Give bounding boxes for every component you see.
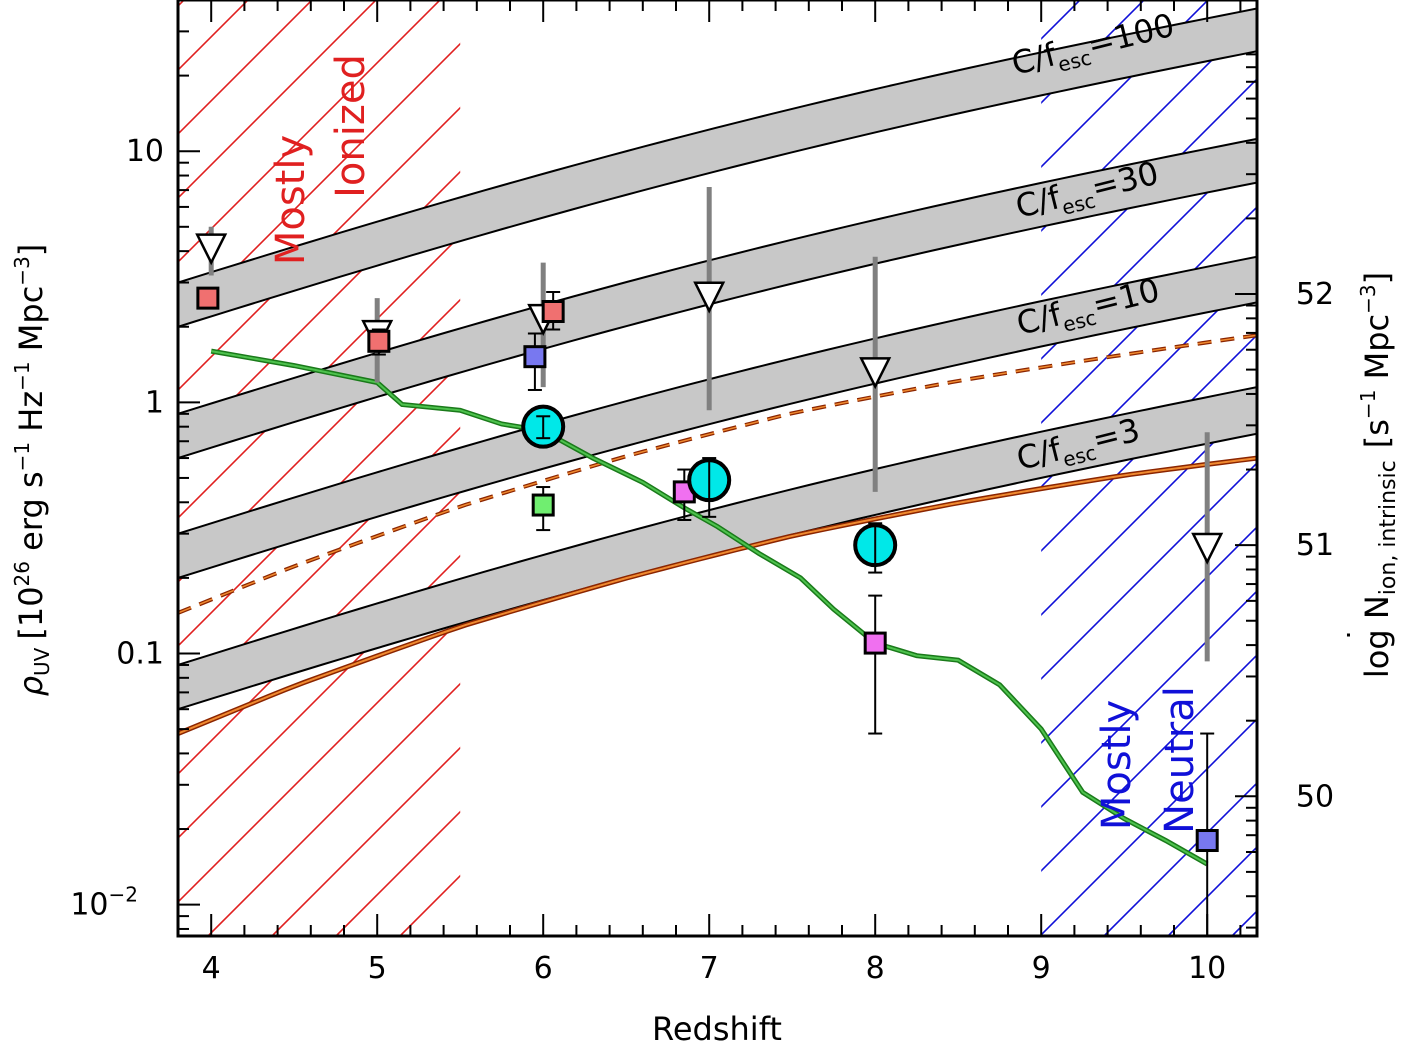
- square-point-0: [196, 286, 220, 310]
- hatch-line: [1041, 717, 1257, 936]
- orange-solid-line: [178, 457, 1257, 735]
- x-tick-label: 10: [1188, 951, 1226, 986]
- hatch-line: [178, 554, 461, 840]
- x-tick-label: 4: [202, 951, 221, 986]
- upper-limit-triangle-5: [1191, 532, 1224, 565]
- square-point-7: [1195, 829, 1219, 853]
- hatch-line: [1167, 845, 1257, 936]
- y-right-tick-label: 50: [1296, 779, 1334, 814]
- hatch-line: [178, 170, 461, 456]
- square-point-1: [367, 329, 391, 353]
- hatch-line: [1041, 269, 1257, 488]
- y-tick-label: 10−2: [70, 883, 138, 923]
- plot-frame: [176, 0, 1259, 938]
- square-point-2: [541, 299, 565, 323]
- upper-limit-triangle-3: [693, 281, 726, 314]
- hatch-line: [178, 362, 461, 648]
- band-upper-10: [178, 255, 1257, 535]
- band-lower-10: [178, 301, 1257, 579]
- y-axis-title-right: log Nion, intrinsic[s−1 Mpc−3]: [1356, 272, 1401, 678]
- hatch-line: [178, 0, 314, 136]
- neutral-label-1: Mostly: [1094, 700, 1140, 830]
- square-point-4: [531, 493, 555, 517]
- y-tick-label: 0.1: [116, 636, 164, 671]
- hatch-line: [1041, 0, 1146, 104]
- band-fill-3: [178, 387, 1257, 710]
- hatch-line: [1041, 0, 1082, 40]
- n-dot-accent: ˙: [1343, 628, 1378, 643]
- y-right-tick-label: 52: [1296, 277, 1334, 312]
- square-point-6: [863, 631, 887, 655]
- band-upper-3: [178, 386, 1257, 666]
- hatch-line: [178, 618, 461, 904]
- y-tick-label: 1: [145, 385, 164, 420]
- ionized-label-2: Ionized: [328, 54, 374, 198]
- x-tick-label: 9: [1032, 951, 1051, 986]
- hatch-line: [1041, 205, 1257, 424]
- hatch-line: [178, 490, 461, 776]
- ionized-label-1: Mostly: [268, 135, 314, 265]
- green-line: [211, 350, 1208, 865]
- x-tick-label: 5: [368, 951, 387, 986]
- x-axis-title: Redshift: [652, 1010, 782, 1048]
- upper-limit-triangle-4: [859, 357, 892, 390]
- band-label-3: C/fesc=3: [1013, 411, 1145, 483]
- x-tick-label: 7: [700, 951, 719, 986]
- hatch-line: [1168, 0, 1403, 936]
- band-fill-100: [178, 8, 1257, 327]
- hatch-line: [178, 0, 250, 72]
- hatch-line: [1041, 653, 1257, 872]
- y-right-tick-label: 51: [1296, 528, 1334, 563]
- orange-dashed-line: [178, 334, 1257, 614]
- upper-limit-triangle-0: [195, 233, 228, 266]
- hatch-line: [178, 0, 378, 200]
- hatch-line: [271, 746, 461, 936]
- band-upper-100: [178, 7, 1257, 284]
- y-axis-title-left: ρUV[1026 erg s−1 Hz−1 Mpc−3]: [10, 244, 54, 697]
- square-point-3: [523, 345, 547, 369]
- band-label-30: C/fesc=30: [1012, 154, 1164, 231]
- neutral-label-2: Neutral: [1157, 686, 1203, 834]
- hatch-line: [207, 682, 461, 936]
- x-tick-label: 6: [534, 951, 553, 986]
- band-lower-30: [178, 181, 1257, 460]
- y-tick-label: 10: [126, 134, 164, 169]
- hatch-line: [1041, 0, 1210, 168]
- hatch-line: [178, 0, 442, 264]
- x-tick-label: 8: [866, 951, 885, 986]
- band-fill-30: [178, 138, 1257, 459]
- hatch-line: [178, 106, 461, 392]
- band-fill-10: [178, 256, 1257, 578]
- hatch-line: [1041, 589, 1257, 808]
- band-upper-30: [178, 137, 1257, 415]
- hatch-line: [1041, 333, 1257, 552]
- band-lower-100: [178, 50, 1257, 328]
